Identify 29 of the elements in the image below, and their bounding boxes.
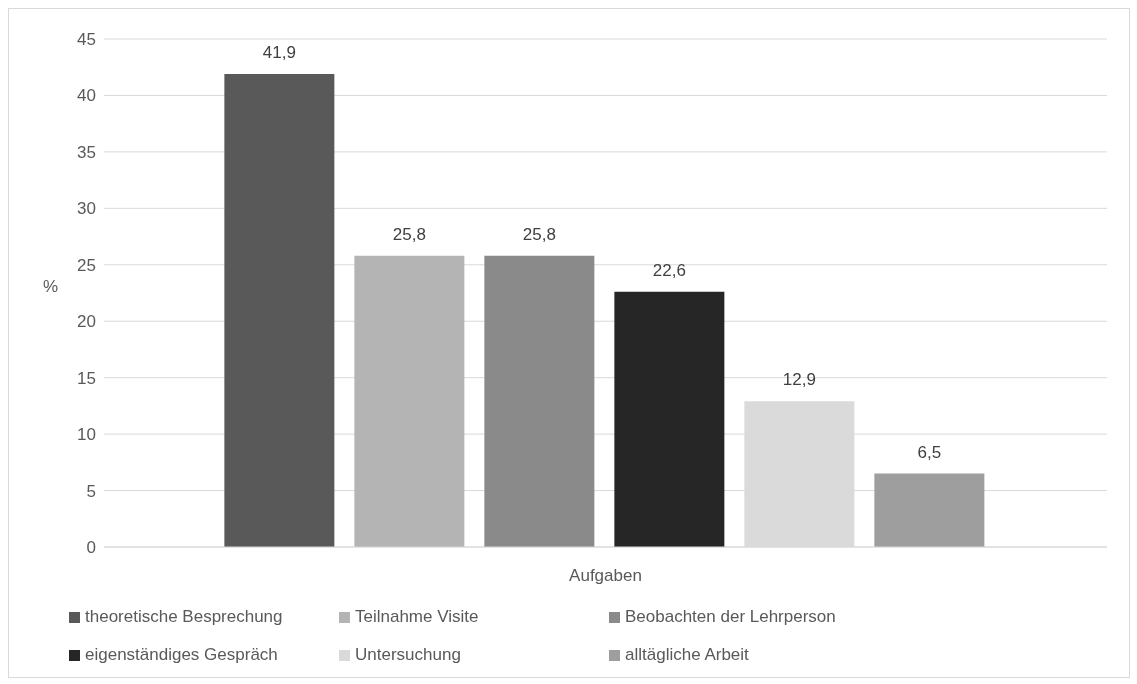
y-tick-label: 0	[86, 538, 96, 558]
legend-label: Beobachten der Lehrperson	[625, 607, 836, 627]
y-tick-label: 20	[77, 312, 96, 332]
y-tick-label: 35	[77, 142, 96, 162]
data-label: 6,5	[917, 442, 942, 462]
y-tick-label: 5	[86, 481, 96, 501]
y-tick-label: 45	[77, 30, 96, 50]
bar	[224, 74, 335, 547]
y-tick-label: 30	[77, 199, 96, 219]
y-tick-label: 10	[77, 425, 96, 445]
data-label: 25,8	[522, 224, 556, 244]
x-tick-label: Aufgaben	[569, 566, 642, 586]
y-axis-title: %	[43, 277, 59, 297]
y-tick-label: 40	[77, 86, 96, 106]
legend-label: alltägliche Arbeit	[625, 645, 749, 665]
legend-label: eigenständiges Gespräch	[85, 645, 278, 665]
legend-label: Untersuchung	[355, 645, 461, 665]
bar	[874, 473, 985, 547]
y-tick-label: 15	[77, 368, 96, 388]
bar	[614, 291, 725, 547]
data-label: 12,9	[782, 370, 816, 390]
data-label: 41,9	[262, 43, 296, 62]
bar	[484, 255, 595, 547]
legend-label: Teilnahme Visite	[355, 607, 479, 627]
bar	[354, 255, 465, 547]
data-label: 22,6	[652, 260, 686, 280]
data-label: 25,8	[392, 224, 426, 244]
legend-label: theoretische Besprechung	[85, 607, 283, 627]
y-tick-label: 25	[77, 255, 96, 275]
